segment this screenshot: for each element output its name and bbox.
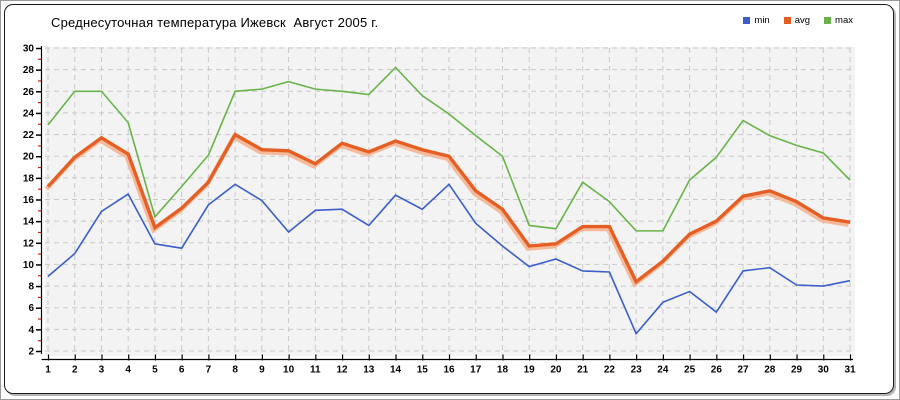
legend-item-avg: avg — [783, 15, 811, 26]
x-tick-label: 17 — [470, 365, 482, 376]
x-tick-label: 2 — [72, 365, 78, 376]
x-tick-label: 4 — [125, 365, 131, 376]
x-tick-label: 14 — [390, 365, 402, 376]
y-tick-label: 16 — [23, 195, 35, 206]
x-tick-label: 23 — [631, 365, 643, 376]
legend-swatch-avg-icon — [783, 17, 791, 24]
y-tick-label: 20 — [23, 152, 35, 163]
legend-label-min: min — [754, 15, 770, 26]
y-tick-label: 4 — [28, 325, 34, 336]
legend-item-max: max — [824, 15, 853, 26]
y-tick-label: 24 — [23, 108, 35, 119]
y-tick-label: 30 — [23, 44, 35, 55]
x-tick-label: 20 — [550, 365, 562, 376]
x-tick-label: 11 — [310, 365, 321, 376]
x-tick-label: 24 — [657, 365, 669, 376]
x-tick-label: 1 — [45, 365, 51, 376]
x-tick-label: 15 — [417, 365, 429, 376]
y-tick-label: 10 — [23, 260, 35, 271]
series-line-avg — [46, 132, 851, 285]
x-tick-label: 13 — [363, 365, 375, 376]
y-tick-label: 12 — [23, 238, 35, 249]
x-tick-label: 26 — [711, 365, 723, 376]
x-tick-label: 18 — [497, 365, 509, 376]
x-tick-label: 7 — [206, 365, 212, 376]
legend-swatch-max-icon — [824, 17, 832, 24]
x-tick-label: 10 — [283, 365, 295, 376]
y-tick-label: 14 — [23, 217, 35, 228]
x-tick-label: 31 — [844, 365, 856, 376]
y-tick-label: 8 — [28, 282, 34, 293]
legend: min avg max — [743, 15, 853, 26]
x-tick-label: 5 — [152, 365, 158, 376]
x-tick-label: 6 — [179, 365, 185, 376]
y-tick-label: 28 — [23, 65, 35, 76]
series-line-min — [47, 183, 851, 336]
x-tick-label: 9 — [259, 365, 265, 376]
x-tick-label: 28 — [764, 365, 776, 376]
series-line-max — [47, 66, 851, 232]
y-tick-label: 22 — [23, 130, 35, 141]
chart-title: Среднесуточная температура Ижевск Август… — [51, 15, 379, 30]
x-tick-label: 19 — [524, 365, 536, 376]
x-tick-label: 3 — [99, 365, 105, 376]
plot-area-background — [45, 47, 855, 356]
x-tick-label: 25 — [684, 365, 696, 376]
legend-label-avg: avg — [794, 15, 811, 26]
x-tick-label: 29 — [791, 365, 803, 376]
y-tick-label: 18 — [23, 173, 35, 184]
x-tick-label: 8 — [232, 365, 238, 376]
x-tick-label: 30 — [818, 365, 830, 376]
x-tick-label: 12 — [337, 365, 349, 376]
x-tick-label: 16 — [443, 365, 455, 376]
x-tick-label: 21 — [577, 365, 589, 376]
legend-swatch-min-icon — [743, 17, 751, 24]
legend-label-max: max — [835, 15, 853, 26]
y-tick-label: 2 — [28, 347, 34, 358]
y-tick-label: 26 — [23, 87, 35, 98]
x-tick-label: 22 — [604, 365, 616, 376]
legend-item-min: min — [743, 15, 770, 26]
y-tick-label: 6 — [28, 303, 34, 314]
x-tick-label: 27 — [738, 365, 750, 376]
